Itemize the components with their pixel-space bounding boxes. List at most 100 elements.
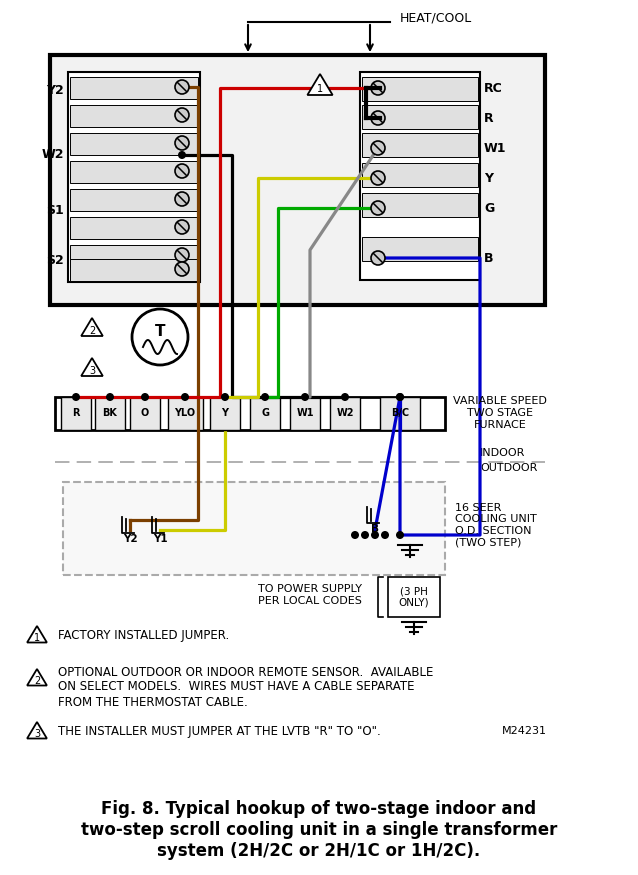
- Text: 2: 2: [34, 676, 40, 686]
- Circle shape: [72, 393, 80, 401]
- Circle shape: [175, 248, 189, 262]
- Bar: [362, 105, 478, 129]
- Bar: [70, 245, 198, 267]
- Circle shape: [261, 393, 269, 401]
- Circle shape: [132, 309, 188, 365]
- Text: Y: Y: [484, 172, 493, 185]
- Text: 1: 1: [34, 634, 40, 643]
- Text: Y1: Y1: [152, 534, 167, 544]
- Text: B: B: [484, 251, 494, 264]
- Text: W1: W1: [296, 408, 314, 418]
- Text: T: T: [155, 324, 165, 339]
- Text: FROM THE THERMOSTAT CABLE.: FROM THE THERMOSTAT CABLE.: [58, 696, 248, 709]
- Polygon shape: [308, 74, 332, 95]
- Bar: [70, 105, 198, 127]
- Bar: [70, 217, 198, 239]
- Text: M24231: M24231: [502, 726, 547, 736]
- Bar: [330, 397, 360, 430]
- Text: Y: Y: [221, 408, 228, 418]
- Circle shape: [361, 531, 369, 539]
- Bar: [50, 55, 545, 305]
- Text: THE INSTALLER MUST JUMPER AT THE LVTB "R" TO "O".: THE INSTALLER MUST JUMPER AT THE LVTB "R…: [58, 724, 381, 738]
- Circle shape: [178, 151, 186, 159]
- Bar: [95, 397, 125, 430]
- Circle shape: [371, 251, 385, 265]
- Bar: [210, 397, 240, 430]
- Polygon shape: [81, 318, 103, 336]
- Circle shape: [301, 393, 309, 401]
- Polygon shape: [81, 358, 103, 376]
- Text: B: B: [371, 524, 379, 534]
- Bar: [362, 133, 478, 157]
- Circle shape: [175, 220, 189, 234]
- Bar: [130, 397, 160, 430]
- Circle shape: [371, 141, 385, 155]
- Text: OUTDOOR: OUTDOOR: [480, 463, 537, 473]
- Bar: [63, 482, 445, 575]
- Bar: [70, 259, 198, 281]
- Text: FACTORY INSTALLED JUMPER.: FACTORY INSTALLED JUMPER.: [58, 628, 229, 641]
- Polygon shape: [27, 722, 47, 738]
- Text: W2: W2: [41, 149, 64, 162]
- Text: HEAT/COOL: HEAT/COOL: [400, 11, 472, 24]
- Text: Y2: Y2: [46, 83, 64, 96]
- Circle shape: [396, 393, 404, 401]
- Circle shape: [351, 531, 359, 539]
- Bar: [360, 72, 480, 280]
- Text: 16 SEER
COOLING UNIT
O.D. SECTION
(TWO STEP): 16 SEER COOLING UNIT O.D. SECTION (TWO S…: [455, 502, 537, 548]
- Circle shape: [175, 136, 189, 150]
- Text: S2: S2: [46, 254, 64, 267]
- Text: G: G: [261, 408, 269, 418]
- Circle shape: [371, 201, 385, 215]
- Text: W2: W2: [336, 408, 353, 418]
- Bar: [362, 77, 478, 101]
- Bar: [55, 397, 445, 430]
- Bar: [362, 163, 478, 187]
- Text: B/C: B/C: [391, 408, 409, 418]
- Circle shape: [175, 262, 189, 276]
- Bar: [70, 77, 198, 99]
- Text: Y2: Y2: [122, 534, 137, 544]
- Circle shape: [141, 393, 149, 401]
- Text: R: R: [484, 111, 494, 124]
- Circle shape: [371, 111, 385, 125]
- Text: VARIABLE SPEED
TWO STAGE
FURNACE: VARIABLE SPEED TWO STAGE FURNACE: [453, 396, 547, 430]
- Circle shape: [181, 393, 189, 401]
- Bar: [362, 237, 478, 261]
- Circle shape: [221, 393, 229, 401]
- Circle shape: [371, 531, 379, 539]
- Bar: [168, 397, 203, 430]
- Bar: [388, 577, 440, 617]
- Text: YLO: YLO: [174, 408, 196, 418]
- Bar: [70, 161, 198, 183]
- Text: S1: S1: [46, 204, 64, 216]
- Text: 3: 3: [89, 367, 95, 376]
- Text: 1: 1: [317, 84, 323, 94]
- Text: G: G: [484, 201, 494, 214]
- Text: 2: 2: [89, 326, 95, 336]
- Polygon shape: [27, 669, 47, 685]
- Circle shape: [175, 164, 189, 178]
- Bar: [70, 189, 198, 211]
- Text: Fig. 8. Typical hookup of two-stage indoor and
two-step scroll cooling unit in a: Fig. 8. Typical hookup of two-stage indo…: [81, 801, 557, 860]
- Circle shape: [396, 393, 404, 401]
- Bar: [380, 397, 420, 430]
- Circle shape: [371, 81, 385, 95]
- Bar: [61, 397, 91, 430]
- Text: TO POWER SUPPLY
PER LOCAL CODES: TO POWER SUPPLY PER LOCAL CODES: [258, 584, 362, 605]
- Bar: [362, 193, 478, 217]
- Bar: [68, 72, 200, 282]
- Text: OPTIONAL OUTDOOR OR INDOOR REMOTE SENSOR.  AVAILABLE: OPTIONAL OUTDOOR OR INDOOR REMOTE SENSOR…: [58, 666, 433, 678]
- Bar: [250, 397, 280, 430]
- Text: ON SELECT MODELS.  WIRES MUST HAVE A CABLE SEPARATE: ON SELECT MODELS. WIRES MUST HAVE A CABL…: [58, 681, 415, 694]
- Text: BK: BK: [103, 408, 117, 418]
- Circle shape: [341, 393, 349, 401]
- Text: (3 PH
ONLY): (3 PH ONLY): [399, 586, 429, 608]
- Text: R: R: [72, 408, 80, 418]
- Circle shape: [371, 171, 385, 185]
- Circle shape: [106, 393, 114, 401]
- Circle shape: [175, 108, 189, 122]
- Text: O: O: [141, 408, 149, 418]
- Text: 3: 3: [34, 729, 40, 739]
- Circle shape: [381, 531, 389, 539]
